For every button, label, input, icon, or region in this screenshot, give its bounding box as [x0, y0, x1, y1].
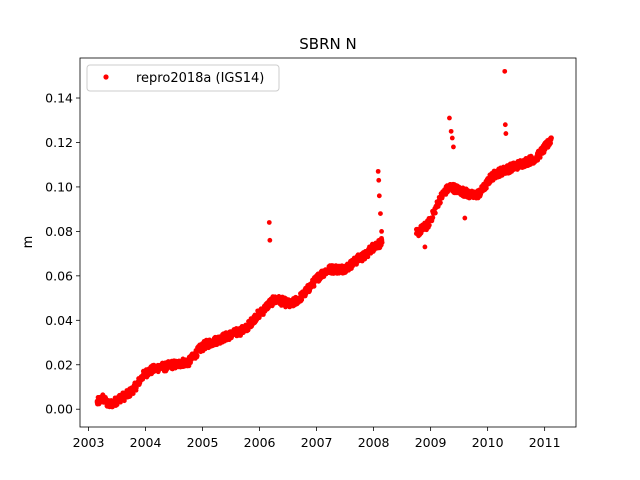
data-point — [311, 283, 317, 289]
x-tick-label: 2005 — [187, 435, 219, 450]
x-tick-label: 2009 — [415, 435, 447, 450]
y-tick-label: 0.08 — [45, 224, 73, 239]
data-point — [449, 135, 455, 141]
data-point — [140, 376, 146, 382]
legend-marker — [103, 74, 109, 80]
data-point — [379, 237, 385, 243]
data-point — [483, 185, 489, 191]
x-tick-label: 2003 — [73, 435, 105, 450]
y-tick-label: 0.06 — [45, 268, 73, 283]
x-tick-label: 2011 — [529, 435, 561, 450]
data-point — [375, 168, 381, 174]
legend-label: repro2018a (IGS14) — [136, 71, 264, 86]
x-tick-label: 2006 — [244, 435, 276, 450]
x-tick-label: 2007 — [301, 435, 333, 450]
y-tick-label: 0.02 — [45, 357, 73, 372]
data-point — [378, 211, 383, 217]
data-point — [548, 135, 554, 141]
y-tick-label: 0.04 — [45, 313, 73, 328]
legend-box — [86, 64, 280, 92]
data-point — [537, 154, 543, 160]
y-tick-label: 0.12 — [45, 135, 73, 150]
y-tick-label: 0.00 — [45, 402, 73, 417]
data-point — [376, 193, 382, 199]
x-axis: 2003 2004 2005 2006 2007 2008 2009 2010 2011 — [73, 427, 561, 450]
data-point — [432, 210, 438, 216]
data-point — [266, 220, 272, 225]
data-point — [376, 177, 382, 183]
axes-frame — [79, 57, 577, 428]
y-axis-label: m — [21, 236, 36, 249]
data-point — [448, 128, 454, 134]
data-point — [267, 237, 273, 243]
data-point — [502, 68, 508, 74]
data-point — [462, 215, 468, 221]
data-point — [503, 131, 509, 136]
data-point — [422, 244, 428, 250]
data-point — [379, 228, 384, 234]
data-point — [548, 140, 553, 146]
data-point — [447, 115, 452, 121]
legend: repro2018a (IGS14) — [86, 64, 280, 92]
x-tick-label: 2010 — [472, 435, 504, 450]
data-point — [194, 353, 200, 359]
x-tick-label: 2008 — [358, 435, 390, 450]
data-point — [438, 200, 443, 206]
data-point — [365, 254, 371, 260]
x-tick-label: 2004 — [130, 435, 162, 450]
y-axis: 0.00 0.02 0.04 0.06 0.08 0.10 0.12 0.14 — [45, 91, 80, 417]
y-tick-label: 0.14 — [45, 91, 73, 106]
data-point — [378, 242, 384, 248]
data-point — [430, 215, 436, 220]
chart-title: SBRN N — [299, 35, 356, 53]
data-points — [94, 68, 554, 410]
y-tick-label: 0.10 — [45, 179, 73, 194]
data-point — [502, 122, 508, 128]
data-point — [451, 144, 456, 150]
data-point — [426, 222, 432, 228]
